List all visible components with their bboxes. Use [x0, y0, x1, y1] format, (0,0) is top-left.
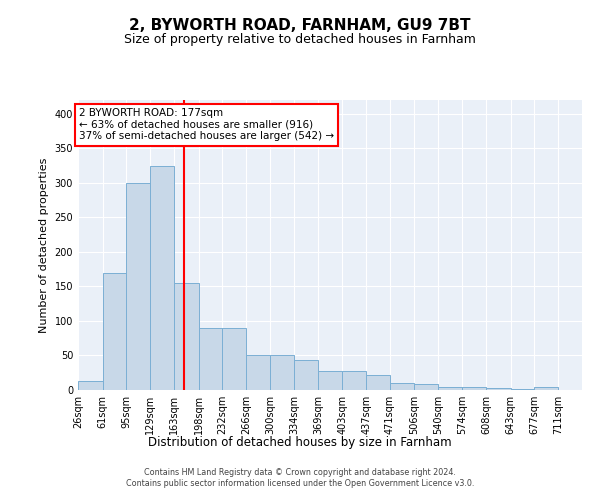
Bar — [270, 356, 294, 390]
Bar — [486, 388, 511, 390]
Bar — [246, 356, 270, 390]
Bar — [319, 370, 342, 390]
Text: Contains HM Land Registry data © Crown copyright and database right 2024.
Contai: Contains HM Land Registry data © Crown c… — [126, 468, 474, 487]
Text: Distribution of detached houses by size in Farnham: Distribution of detached houses by size … — [148, 436, 452, 449]
Bar — [366, 375, 390, 390]
Bar — [535, 387, 558, 390]
Bar — [462, 386, 486, 390]
Bar — [439, 386, 462, 390]
Bar — [174, 283, 199, 390]
Text: 2, BYWORTH ROAD, FARNHAM, GU9 7BT: 2, BYWORTH ROAD, FARNHAM, GU9 7BT — [129, 18, 471, 32]
Y-axis label: Number of detached properties: Number of detached properties — [39, 158, 49, 332]
Bar — [223, 328, 246, 390]
Bar — [294, 360, 319, 390]
Text: Size of property relative to detached houses in Farnham: Size of property relative to detached ho… — [124, 32, 476, 46]
Bar — [150, 166, 174, 390]
Bar — [127, 183, 150, 390]
Bar — [342, 370, 366, 390]
Bar — [511, 388, 535, 390]
Text: 2 BYWORTH ROAD: 177sqm
← 63% of detached houses are smaller (916)
37% of semi-de: 2 BYWORTH ROAD: 177sqm ← 63% of detached… — [79, 108, 334, 142]
Bar — [390, 383, 415, 390]
Bar — [103, 272, 127, 390]
Bar — [199, 328, 223, 390]
Bar — [415, 384, 439, 390]
Bar — [78, 381, 103, 390]
